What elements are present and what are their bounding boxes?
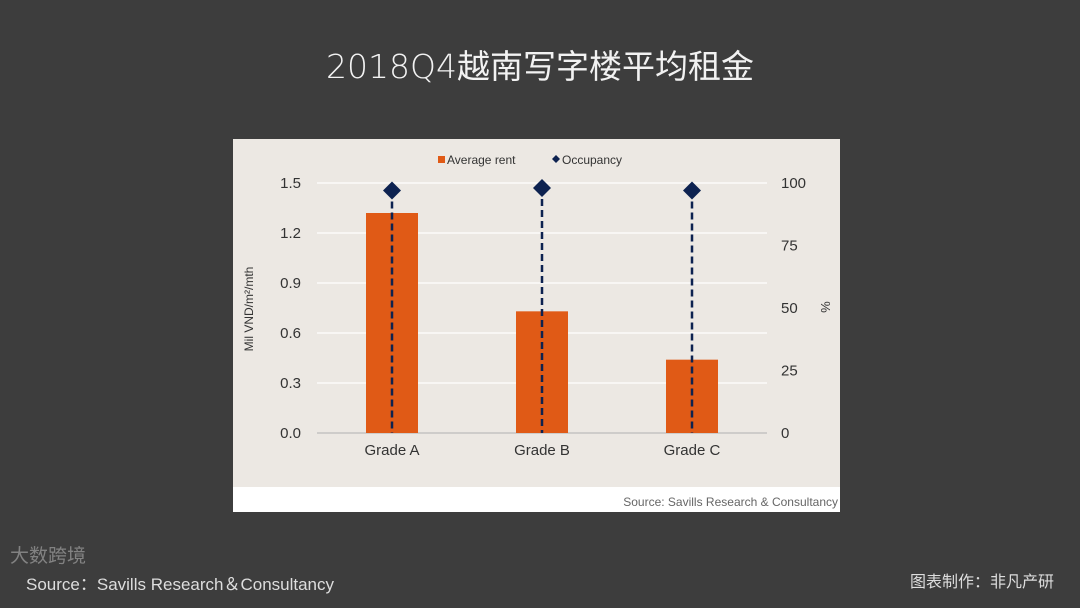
y-tick-label: 0.3 <box>280 375 301 392</box>
y2-tick-label: 100 <box>781 175 806 192</box>
page-title: 2018Q4越南写字楼平均租金 <box>326 47 754 86</box>
legend-swatch-average-rent <box>438 156 445 163</box>
y-tick-label: 1.5 <box>280 175 301 192</box>
chart-footer <box>233 487 840 512</box>
legend-label-occupancy: Occupancy <box>562 153 622 167</box>
y-tick-label: 0.0 <box>280 425 301 442</box>
chart-panel: 0.0 0.3 0.6 0.9 1.2 1.5 0 25 50 75 100 Mil VND/m²/m… <box>233 139 840 512</box>
y2-axis-label: % <box>818 301 833 313</box>
y2-tick-label: 25 <box>781 363 798 380</box>
y2-tick-label: 50 <box>781 300 798 317</box>
chart-maker-credit: 图表制作：非凡产研 <box>909 572 1054 591</box>
chart-svg: 0.0 0.3 0.6 0.9 1.2 1.5 0 25 50 75 100 Mil VND/m²/m… <box>242 153 833 459</box>
source-note: Source：Savills Research＆Consultancy <box>26 575 335 594</box>
y-axis-label: Mil VND/m²/mth <box>242 267 256 352</box>
legend-label-average-rent: Average rent <box>447 153 516 167</box>
y-tick-label: 0.9 <box>280 275 301 292</box>
occupancy-marker <box>533 179 551 197</box>
y2-tick-label: 0 <box>781 425 789 442</box>
x-tick-label: Grade B <box>514 442 570 459</box>
occupancy-marker <box>383 181 401 200</box>
y2-tick-label: 75 <box>781 238 798 255</box>
y-tick-label: 0.6 <box>280 325 301 342</box>
chart-source: Source: Savills Research & Consultancy <box>623 495 838 509</box>
x-tick-label: Grade C <box>664 442 721 459</box>
y-tick-label: 1.2 <box>280 225 301 242</box>
occupancy-marker <box>683 181 701 200</box>
x-tick-label: Grade A <box>364 442 419 459</box>
watermark: 大数跨境 <box>10 545 87 567</box>
legend-swatch-occupancy <box>552 155 560 163</box>
